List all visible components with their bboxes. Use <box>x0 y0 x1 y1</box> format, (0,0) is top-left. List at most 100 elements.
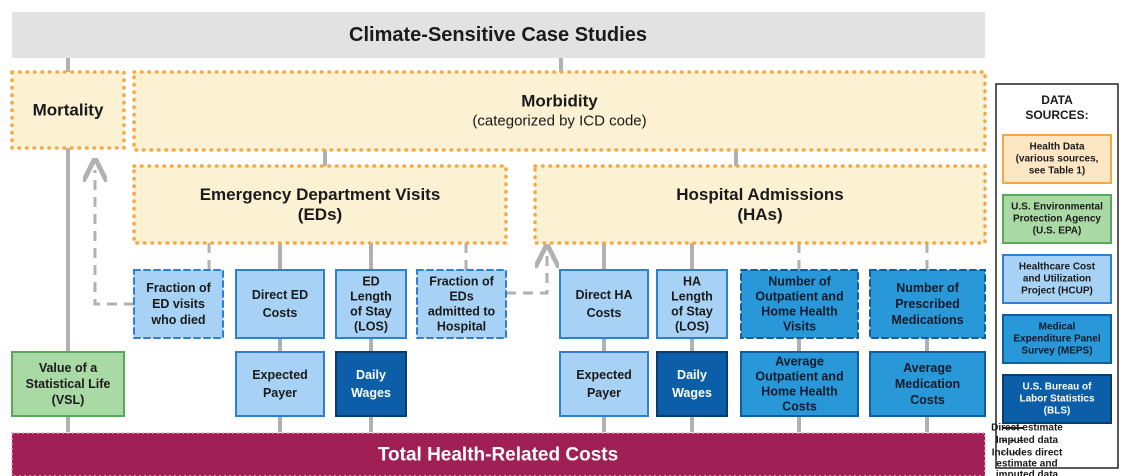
node: Health Data(various sources,see Table 1) <box>1002 134 1112 184</box>
node-label: Payer <box>587 386 621 400</box>
node-box <box>559 351 649 417</box>
node-box <box>235 269 325 339</box>
node-label: (VSL) <box>52 393 85 407</box>
node-label: and Utilization <box>1023 274 1091 285</box>
node-label: Number of <box>768 275 831 289</box>
node-box <box>416 269 507 339</box>
node-label: ED visits <box>152 297 205 311</box>
footer-bar <box>11 432 986 476</box>
node: Daily Wages <box>656 351 728 417</box>
node: Morbidity (categorized by ICD code) <box>132 70 987 152</box>
legend-line-label: imputed data <box>996 470 1059 476</box>
legend-line-label: Imputed data <box>996 435 1059 446</box>
node-label: Project (HCUP) <box>1021 286 1093 297</box>
node-label: Value of a <box>39 361 98 375</box>
node-label: Number of <box>896 281 959 295</box>
node-label: Expenditure Panel <box>1013 334 1100 345</box>
node-label: Home Health <box>761 305 837 319</box>
node-label: of Stay <box>350 305 392 319</box>
node-label: Protection Agency <box>1013 214 1101 225</box>
node-box <box>235 351 325 417</box>
node-label: (LOS) <box>675 320 709 334</box>
legend-title: SOURCES: <box>1025 108 1088 122</box>
node-label: who died <box>150 313 205 327</box>
node-box <box>133 269 224 339</box>
node-box <box>132 70 987 152</box>
node-box <box>11 351 125 417</box>
node: Value of a Statistical Life (VSL) <box>11 351 125 417</box>
node-label: ED <box>362 275 379 289</box>
legend-title: DATA <box>1041 93 1073 107</box>
node: Fraction of ED visits who died <box>133 269 224 339</box>
node-label: Mortality <box>33 101 104 120</box>
node-box <box>1002 314 1112 364</box>
node: Number of Prescribed Medications <box>869 269 986 339</box>
node: Daily Wages <box>335 351 407 417</box>
node-label: Health Data <box>1029 142 1084 153</box>
node-box <box>1002 134 1112 184</box>
node-label: admitted to <box>428 305 496 319</box>
node-label: Medication <box>895 377 960 391</box>
node-box <box>869 269 986 339</box>
node-label: Wages <box>672 386 712 400</box>
node-label: Outpatient and <box>755 290 843 304</box>
node-box <box>1002 254 1112 304</box>
node: Hospital Admissions(HAs) <box>533 164 987 245</box>
legend-line-label: estimate and <box>996 459 1057 470</box>
node-label: U.S. Bureau of <box>1023 382 1093 393</box>
node: Direct ED Costs <box>235 269 325 339</box>
node-label: Hospital <box>437 320 486 334</box>
node-label: (LOS) <box>354 320 388 334</box>
node-label: Outpatient and <box>755 370 843 384</box>
node-label: (BLS) <box>1044 406 1071 417</box>
node: Direct HA Costs <box>559 269 649 339</box>
node-label: Fraction of <box>146 281 211 295</box>
node-label: Fraction of <box>429 275 494 289</box>
node-box <box>656 351 728 417</box>
node-label: Length <box>671 290 713 304</box>
node-box <box>740 351 859 417</box>
node-box <box>656 269 728 339</box>
node-label: HA <box>683 275 701 289</box>
node-label: Medications <box>891 313 963 327</box>
node-label: (HAs) <box>737 205 782 224</box>
node: Mortality <box>10 70 126 150</box>
header-title: Climate-Sensitive Case Studies <box>349 24 647 46</box>
node-label: Direct ED <box>252 288 308 302</box>
node-box <box>335 351 407 417</box>
node-label: (various sources, <box>1016 154 1099 165</box>
node-label: Wages <box>351 386 391 400</box>
footer-title: Total Health-Related Costs <box>378 445 618 466</box>
node: Expected Payer <box>559 351 649 417</box>
node-box <box>533 164 987 245</box>
node-label: of Stay <box>671 305 713 319</box>
node: Emergency Department Visits(EDs) <box>132 164 508 245</box>
node-label: Costs <box>587 306 622 320</box>
node-label: Medical <box>1039 322 1076 333</box>
node-label: Expected <box>576 368 632 382</box>
node-label: Labor Statistics <box>1019 394 1094 405</box>
node-box <box>132 164 508 245</box>
node-label: Survey (MEPS) <box>1021 346 1092 357</box>
node-box <box>740 269 859 339</box>
node-label: (U.S. EPA) <box>1033 226 1082 237</box>
node-label: Healthcare Cost <box>1019 262 1096 273</box>
node-label: Prescribed <box>895 297 960 311</box>
node-box <box>10 70 126 150</box>
node: Expected Payer <box>235 351 325 417</box>
node-label: (EDs) <box>298 205 342 224</box>
node: Average Medication Costs <box>869 351 986 417</box>
node-label: Costs <box>910 393 945 407</box>
node-label: Home Health <box>761 385 837 399</box>
node-label: U.S. Environmental <box>1011 202 1103 213</box>
node-label: Emergency Department Visits <box>200 185 441 204</box>
node-box <box>335 269 407 339</box>
